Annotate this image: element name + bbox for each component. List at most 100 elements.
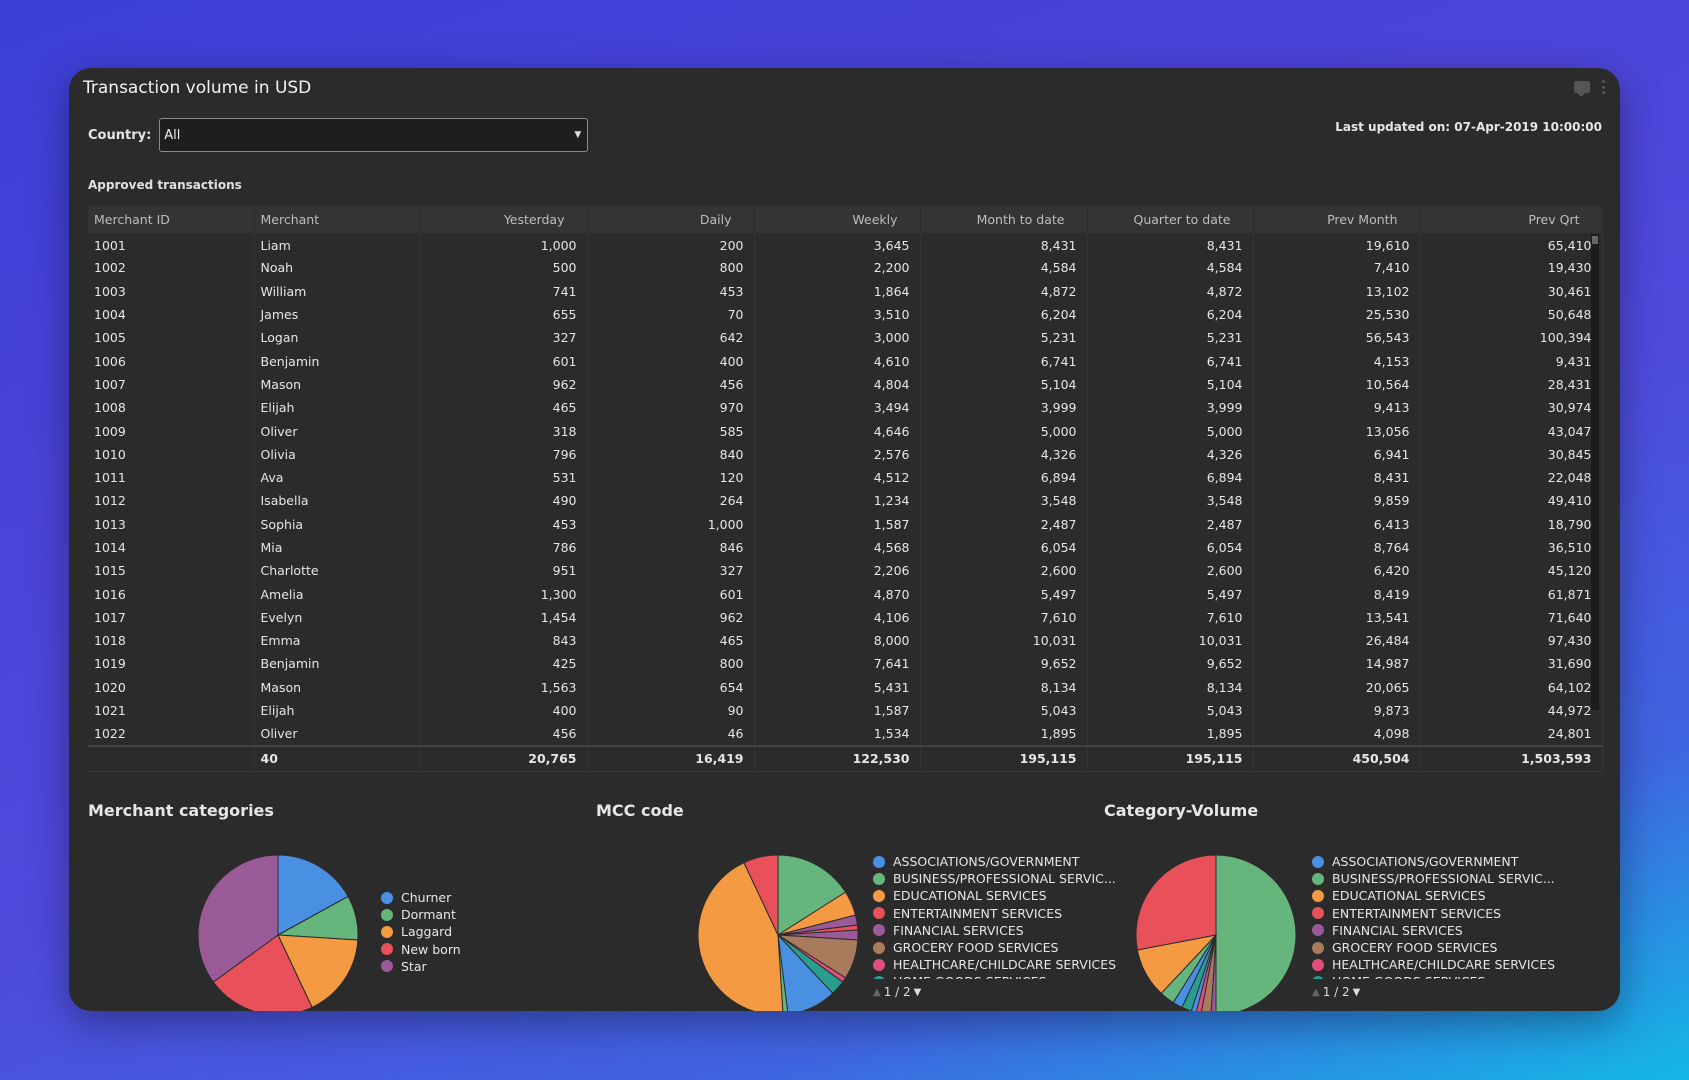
table-cell: Sophia	[254, 512, 421, 536]
table-row[interactable]: 1014 Mia 786 846 4,568 6,054 6,054 8,764 36,510	[88, 535, 1603, 560]
table-row[interactable]: 1022 Oliver 456 46 1,534 1,895 1,895 4,098 24,80…	[88, 722, 1603, 746]
table-row[interactable]: 1008 Elijah 465 970 3,494 3,999 3,999 9,413 30,9…	[88, 396, 1603, 420]
table-row[interactable]: 1017 Evelyn 1,454 962 4,106 7,610 7,610 13,541 7…	[88, 605, 1603, 630]
legend-item[interactable]: HEALTHCARE/CHILDCARE SERVICES	[873, 956, 1116, 973]
column-header[interactable]: Yesterday	[420, 206, 588, 233]
legend-item[interactable]: EDUCATIONAL SERVICES	[873, 887, 1116, 904]
table-row[interactable]: 1015 Charlotte 951 327 2,206 2,600 2,600 6,420 4…	[88, 559, 1603, 583]
mcc-code-title: MCC code	[596, 801, 684, 820]
table-scrollbar-thumb[interactable]	[1592, 236, 1598, 244]
table-header-row: Merchant ID Merchant Yesterday Daily Weekly M…	[88, 206, 1603, 233]
table-row[interactable]: 1005 Logan 327 642 3,000 5,231 5,231 56,543 100,…	[88, 326, 1603, 350]
column-header[interactable]: Prev Month	[1253, 206, 1421, 233]
table-cell: 5,497	[920, 582, 1088, 606]
column-header[interactable]: Merchant	[254, 206, 421, 233]
legend-item[interactable]: Star	[381, 958, 461, 975]
table-row[interactable]: 1006 Benjamin 601 400 4,610 6,741 6,741 4,153 9,…	[88, 349, 1603, 373]
column-header[interactable]: Merchant ID	[88, 206, 255, 233]
legend-label: GROCERY FOOD SERVICES	[1332, 940, 1498, 956]
legend-item[interactable]: EDUCATIONAL SERVICES	[1312, 887, 1555, 904]
pie-slice[interactable]	[777, 934, 789, 1011]
table-cell: Noah	[254, 256, 421, 280]
table-row[interactable]: 1010 Olivia 796 840 2,576 4,326 4,326 6,941 30,8…	[88, 442, 1603, 466]
page-down-icon[interactable]: ▼	[913, 986, 922, 998]
legend-item[interactable]: New born	[381, 941, 461, 958]
table-row[interactable]: 1002 Noah 500 800 2,200 4,584 4,584 7,410 19,430	[88, 256, 1603, 280]
table-cell: 5,043	[920, 698, 1088, 723]
legend-item[interactable]: ENTERTAINMENT SERVICES	[1312, 905, 1555, 922]
table-row[interactable]: 1013 Sophia 453 1,000 1,587 2,487 2,487 6,413 18…	[88, 512, 1603, 536]
pie-slice[interactable]	[277, 934, 359, 1009]
comment-icon[interactable]	[1574, 81, 1590, 97]
table-row[interactable]: 1003 William 741 453 1,864 4,872 4,872 13,102 30…	[88, 279, 1603, 303]
table-row[interactable]: 1001 Liam 1,000 200 3,645 8,431 8,431 19,610 65,…	[88, 233, 1603, 257]
legend-item[interactable]: HEALTHCARE/CHILDCARE SERVICES	[1312, 956, 1555, 973]
table-cell: 43,047	[1420, 419, 1603, 443]
table-cell: 4,646	[754, 419, 921, 443]
legend-label: ASSOCIATIONS/GOVERNMENT	[893, 854, 1080, 870]
table-cell: 5,000	[1087, 419, 1254, 443]
table-cell: 1015	[88, 559, 255, 583]
table-cell: 13,541	[1253, 605, 1421, 630]
table-row[interactable]: 1012 Isabella 490 264 1,234 3,548 3,548 9,859 49…	[88, 489, 1603, 513]
legend-item[interactable]: ENTERTAINMENT SERVICES	[873, 905, 1116, 922]
page-down-icon[interactable]: ▼	[1352, 986, 1361, 998]
pie-slice[interactable]	[1215, 854, 1297, 1011]
category-volume-panel: Category-Volume ASSOCIATIONS/GOVERNMENT B…	[1104, 801, 1604, 1011]
column-header[interactable]: Prev Qrt	[1420, 206, 1603, 233]
legend-swatch	[873, 872, 885, 885]
country-select[interactable]: All ▼	[159, 118, 589, 152]
table-row[interactable]: 1004 James 655 70 3,510 6,204 6,204 25,530 50,64…	[88, 302, 1603, 327]
table-row[interactable]: 1009 Oliver 318 585 4,646 5,000 5,000 13,056 43,…	[88, 419, 1603, 443]
legend-item[interactable]: ASSOCIATIONS/GOVERNMENT	[1312, 853, 1555, 870]
legend-item[interactable]: GROCERY FOOD SERVICES	[1312, 939, 1555, 956]
table-cell: 786	[420, 535, 588, 560]
pie-slice[interactable]	[697, 861, 784, 1011]
legend-item[interactable]: FINANCIAL SERVICES	[873, 922, 1116, 939]
table-cell: 453	[420, 512, 588, 536]
legend-swatch	[873, 941, 885, 954]
page-up-icon[interactable]: ▲	[873, 986, 881, 998]
legend-item[interactable]: BUSINESS/PROFESSIONAL SERVIC...	[1312, 870, 1555, 887]
table-scrollbar[interactable]	[1591, 234, 1599, 710]
pie-slice[interactable]	[1135, 854, 1217, 951]
legend-item[interactable]: Laggard	[381, 923, 461, 940]
mcc-code-pie[interactable]	[696, 853, 860, 1011]
legend-item[interactable]: HOME GOODS SERVICES	[873, 973, 1116, 979]
table-row[interactable]: 1019 Benjamin 425 800 7,641 9,652 9,652 14,987 3…	[88, 652, 1603, 676]
table-cell: 8,134	[1087, 675, 1254, 699]
category-volume-pie[interactable]	[1134, 853, 1298, 1011]
legend-item[interactable]: HOME GOODS SERVICES	[1312, 973, 1555, 979]
column-header[interactable]: Weekly	[754, 206, 921, 233]
pie-slice[interactable]	[777, 854, 847, 936]
table-row[interactable]: 1020 Mason 1,563 654 5,431 8,134 8,134 20,065 64…	[88, 675, 1603, 699]
table-row[interactable]: 1016 Amelia 1,300 601 4,870 5,497 5,497 8,419 61…	[88, 582, 1603, 606]
column-header[interactable]: Quarter to date	[1087, 206, 1254, 233]
table-row[interactable]: 1018 Emma 843 465 8,000 10,031 10,031 26,484 97,…	[88, 629, 1603, 653]
legend-item[interactable]: Churner	[381, 889, 461, 906]
pie-slice[interactable]	[743, 854, 779, 936]
pie-slice[interactable]	[197, 854, 279, 983]
table-cell: 4,512	[754, 465, 921, 490]
table-cell: 4,106	[754, 605, 921, 630]
column-header[interactable]: Month to date	[920, 206, 1088, 233]
merchant-categories-pie[interactable]	[196, 853, 360, 1011]
table-row[interactable]: 1011 Ava 531 120 4,512 6,894 6,894 8,431 22,048	[88, 465, 1603, 490]
legend-item[interactable]: FINANCIAL SERVICES	[1312, 922, 1555, 939]
more-options-icon[interactable]	[1602, 80, 1606, 94]
pie-slice[interactable]	[777, 933, 834, 1011]
pie-slice[interactable]	[277, 854, 349, 936]
merchant-categories-pie-svg	[197, 854, 359, 1011]
column-header[interactable]: Daily	[587, 206, 755, 233]
legend-label: EDUCATIONAL SERVICES	[893, 888, 1047, 904]
legend-item[interactable]: ASSOCIATIONS/GOVERNMENT	[873, 853, 1116, 870]
table-row[interactable]: 1007 Mason 962 456 4,804 5,104 5,104 10,564 28,4…	[88, 372, 1603, 397]
legend-item[interactable]: GROCERY FOOD SERVICES	[873, 939, 1116, 956]
page-up-icon[interactable]: ▲	[1312, 986, 1320, 998]
table-row[interactable]: 1021 Elijah 400 90 1,587 5,043 5,043 9,873 44,97…	[88, 698, 1603, 723]
legend-item[interactable]: BUSINESS/PROFESSIONAL SERVIC...	[873, 870, 1116, 887]
card-title: Transaction volume in USD	[83, 78, 312, 98]
table-cell: 1008	[88, 396, 255, 420]
legend-item[interactable]: Dormant	[381, 906, 461, 923]
pie-slice[interactable]	[212, 934, 313, 1011]
